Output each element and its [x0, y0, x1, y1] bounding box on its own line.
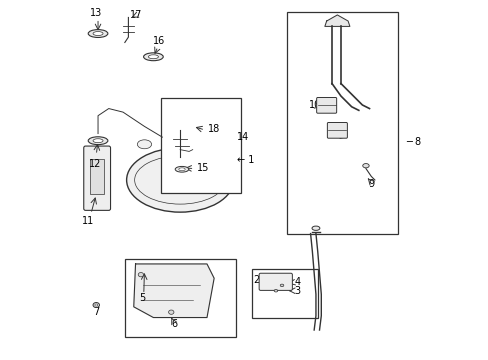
Polygon shape — [134, 264, 214, 318]
FancyBboxPatch shape — [316, 98, 336, 113]
Text: 16: 16 — [153, 36, 165, 46]
Ellipse shape — [88, 137, 108, 145]
Ellipse shape — [311, 226, 319, 230]
Ellipse shape — [88, 30, 108, 37]
Ellipse shape — [95, 304, 98, 306]
Text: 13: 13 — [90, 8, 102, 18]
Ellipse shape — [274, 289, 277, 292]
Text: 3: 3 — [294, 286, 300, 296]
Ellipse shape — [138, 273, 143, 277]
Ellipse shape — [168, 310, 174, 314]
Ellipse shape — [165, 140, 180, 149]
Text: ← 1: ← 1 — [237, 156, 254, 165]
Ellipse shape — [93, 139, 103, 143]
Bar — [287, 12, 397, 234]
Text: 12: 12 — [89, 159, 101, 169]
Bar — [160, 98, 241, 193]
Text: 17: 17 — [130, 10, 142, 20]
Text: 6: 6 — [171, 319, 178, 329]
Bar — [124, 258, 235, 337]
FancyBboxPatch shape — [259, 273, 292, 291]
Text: 10: 10 — [334, 130, 346, 140]
FancyBboxPatch shape — [83, 146, 110, 210]
Text: 7: 7 — [93, 307, 99, 317]
Text: 9: 9 — [367, 179, 374, 189]
Text: 18: 18 — [207, 124, 220, 134]
Ellipse shape — [126, 148, 233, 212]
Text: 2: 2 — [253, 275, 259, 285]
Bar — [251, 269, 317, 318]
Text: 14: 14 — [236, 132, 248, 142]
Bar — [90, 158, 103, 194]
Text: 5: 5 — [139, 293, 145, 303]
Ellipse shape — [148, 55, 158, 59]
Polygon shape — [324, 15, 349, 26]
Text: 11: 11 — [82, 216, 94, 226]
Ellipse shape — [175, 166, 188, 172]
Ellipse shape — [362, 163, 368, 168]
Ellipse shape — [179, 168, 185, 171]
Ellipse shape — [93, 32, 103, 36]
Text: 15: 15 — [197, 163, 209, 173]
Text: 4: 4 — [294, 277, 300, 287]
FancyBboxPatch shape — [326, 122, 346, 138]
Text: 10: 10 — [308, 100, 320, 110]
Ellipse shape — [137, 140, 151, 149]
Ellipse shape — [280, 284, 283, 287]
Ellipse shape — [143, 53, 163, 61]
Ellipse shape — [194, 140, 208, 149]
Ellipse shape — [93, 302, 99, 307]
Text: ─ 8: ─ 8 — [406, 138, 421, 148]
